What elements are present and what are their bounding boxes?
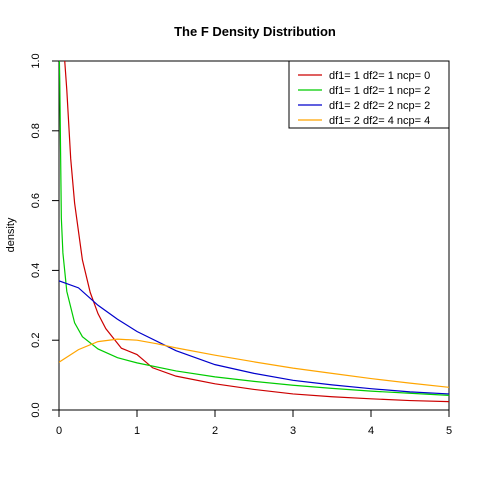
x-tick-label: 4	[368, 425, 374, 437]
y-tick-label: 1.0	[30, 53, 42, 68]
legend-label: df1= 2 df2= 4 ncp= 4	[329, 115, 430, 127]
x-tick-label: 0	[56, 425, 62, 437]
y-tick-label: 0.8	[30, 123, 42, 138]
y-tick-label: 0.2	[30, 333, 42, 348]
series-line-3	[59, 280, 449, 395]
y-tick-label: 0.0	[30, 402, 42, 417]
x-tick-label: 1	[134, 425, 140, 437]
y-axis: 0.0 0.2 0.4 0.6 0.8 1.0	[30, 53, 59, 418]
series-lines	[59, 61, 449, 403]
legend-label: df1= 2 df2= 2 ncp= 2	[329, 100, 430, 112]
y-axis-label: density	[5, 217, 17, 252]
y-tick-label: 0.6	[30, 193, 42, 208]
x-tick-label: 2	[212, 425, 218, 437]
x-tick-label: 5	[446, 425, 452, 437]
legend-label: df1= 1 df2= 1 ncp= 0	[329, 70, 430, 82]
x-axis: 0 1 2 3 4 5	[56, 410, 452, 437]
y-tick-label: 0.4	[30, 263, 42, 278]
legend-box	[288, 60, 450, 129]
chart-title: The F Density Distribution	[174, 24, 336, 39]
x-tick-label: 3	[290, 425, 296, 437]
series-line-2	[59, 61, 449, 396]
plot-box	[58, 60, 450, 411]
series-line-4	[59, 338, 449, 388]
series-line-1	[64, 61, 449, 403]
legend: df1= 1 df2= 1 ncp= 0 df1= 1 df2= 1 ncp= 2…	[288, 60, 450, 129]
legend-label: df1= 1 df2= 1 ncp= 2	[329, 85, 430, 97]
